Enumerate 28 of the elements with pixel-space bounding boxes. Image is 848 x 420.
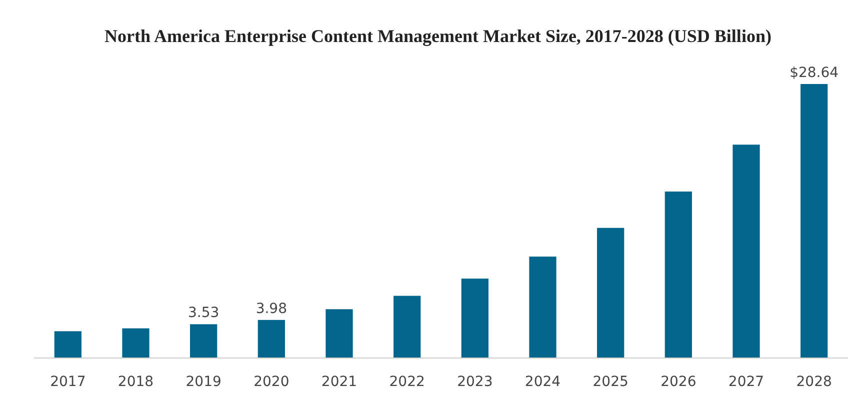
bar	[258, 320, 285, 358]
data-label: $28.64	[790, 65, 839, 81]
bar	[326, 309, 353, 358]
data-label: 3.53	[188, 305, 220, 322]
x-tick-label: 2022	[389, 374, 425, 390]
x-tick-label: 2017	[50, 374, 86, 390]
bar	[122, 328, 150, 358]
bar	[732, 144, 760, 358]
chart-title: North America Enterprise Content Management Market Size, 2017-2028 (USD Billion)	[104, 26, 772, 46]
bar	[597, 228, 624, 358]
x-tick-label: 2021	[321, 374, 358, 390]
x-tick-label: 2026	[660, 374, 696, 390]
bar	[190, 324, 218, 358]
bar	[394, 296, 421, 358]
x-tick-label: 2025	[592, 374, 628, 390]
bar	[461, 278, 488, 358]
x-tick-label: 2019	[186, 374, 222, 390]
bar	[800, 84, 828, 358]
x-tick-label: 2018	[118, 374, 154, 390]
x-tick-label: 2028	[796, 374, 832, 390]
x-tick-label: 2024	[524, 374, 561, 390]
bar	[54, 331, 82, 358]
bar	[529, 256, 556, 358]
x-tick-label: 2027	[728, 374, 764, 390]
x-tick-label: 2023	[457, 374, 493, 390]
x-tick-label: 2020	[254, 374, 290, 390]
bar	[664, 192, 692, 358]
data-label: 3.98	[256, 300, 288, 317]
